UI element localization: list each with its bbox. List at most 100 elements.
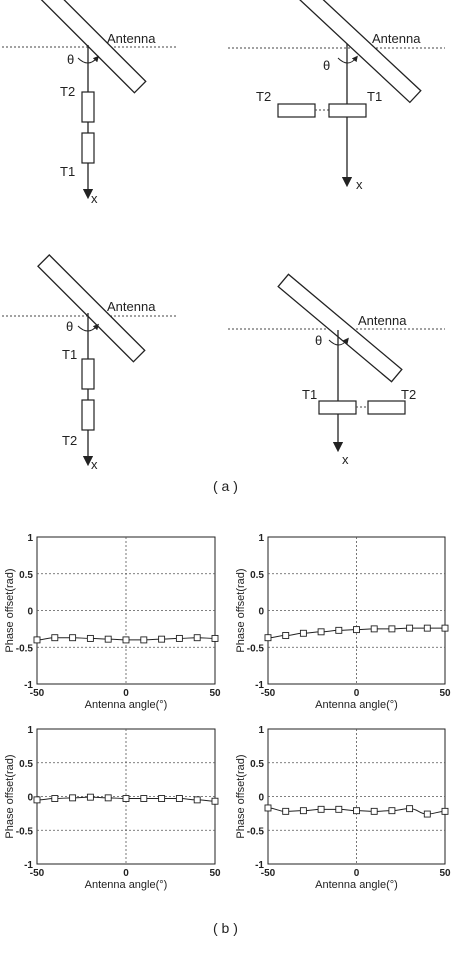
theta-label: θ (323, 58, 330, 73)
data-point-marker (193, 796, 201, 804)
antenna-bar (38, 0, 147, 94)
y-tick-label: -0.5 (247, 643, 265, 654)
transducer-lower (81, 132, 95, 164)
y-tick-label: -1 (24, 680, 33, 691)
transducer-left (277, 103, 316, 118)
x-axis-label: x (342, 452, 349, 467)
y-tick-label: -1 (255, 860, 264, 871)
x-axis-label: x (91, 191, 98, 206)
data-point-marker (423, 810, 431, 818)
y-tick-label: -1 (24, 860, 33, 871)
antenna-bar (37, 254, 146, 363)
data-point-marker (441, 807, 449, 815)
theta-arc (328, 337, 349, 346)
data-point-marker (441, 624, 449, 632)
y-tick-label: 0 (258, 607, 264, 618)
caption-a: ( a ) (213, 478, 238, 494)
y-tick-label: 0 (27, 607, 33, 618)
diagram-4: Antenna θ T1 T2 x (228, 273, 445, 467)
data-point-marker (353, 626, 360, 634)
t-right-label: T1 (367, 89, 382, 104)
data-point-marker (370, 807, 378, 815)
transducer-left (318, 400, 357, 415)
antenna-label: Antenna (107, 31, 156, 46)
data-point-marker (211, 634, 219, 642)
transducer-right (328, 103, 367, 118)
y-tick-label: 0 (27, 793, 33, 804)
y-tick-label: 1 (258, 725, 264, 736)
data-point-marker (211, 797, 219, 805)
data-point-marker (317, 628, 325, 636)
x-tick-label: -50 (30, 688, 45, 699)
data-point-marker (104, 635, 112, 643)
y-tick-label: -0.5 (16, 826, 34, 837)
t-left-label: T2 (256, 89, 271, 104)
data-point-marker (158, 635, 166, 643)
x-axis-label: x (91, 457, 98, 472)
x-tick-label: -50 (261, 868, 276, 879)
antenna-label: Antenna (358, 313, 407, 328)
theta-arc (337, 55, 358, 64)
data-point-marker (122, 795, 130, 802)
antenna-label: Antenna (107, 299, 156, 314)
y-tick-label: -0.5 (16, 643, 34, 654)
y-axis-label: Phase offset(rad) (235, 754, 247, 838)
antenna-bar (277, 273, 403, 383)
chart-2: 1 0.5 0 -0.5 -1-50 0 50 Antenna angle(°) Phase o… (235, 533, 451, 711)
data-point-marker (193, 634, 201, 642)
x-axis-label: Antenna angle(°) (315, 879, 398, 891)
data-point-marker (33, 636, 41, 644)
t-right-label: T2 (401, 387, 416, 402)
data-point-marker (423, 624, 431, 632)
data-point-marker (51, 634, 59, 642)
y-tick-label: -0.5 (247, 826, 265, 837)
data-point-marker (86, 634, 94, 642)
diagram-2: Antenna θ T2 T1 x (228, 0, 445, 192)
data-point-marker (335, 805, 343, 813)
y-tick-label: 1 (27, 725, 33, 736)
x-axis-label: x (356, 177, 363, 192)
y-tick-label: 1 (258, 533, 264, 544)
chart-4: 1 0.5 0 -0.5 -1-50 0 50 Antenna angle(°) Phase o… (235, 725, 451, 891)
chart-3: 1 0.5 0 -0.5 -1-50 0 50 Antenna angle(°) Phase o… (4, 725, 221, 891)
theta-label: θ (66, 319, 73, 334)
theta-label: θ (67, 52, 74, 67)
antenna-bar (296, 0, 422, 104)
data-point-marker (406, 624, 414, 632)
data-point-marker (140, 636, 148, 644)
antenna-label: Antenna (372, 31, 421, 46)
t-lower-label: T1 (60, 164, 75, 179)
data-point-marker (51, 795, 59, 802)
data-point-marker (388, 625, 396, 633)
data-point-marker (264, 634, 272, 642)
x-axis-label: Antenna angle(°) (85, 879, 168, 891)
data-point-marker (370, 625, 378, 633)
y-tick-label: 0.5 (250, 570, 264, 581)
data-point-marker (317, 805, 325, 813)
data-point-marker (335, 626, 343, 634)
y-tick-label: 0 (258, 793, 264, 804)
caption-b: ( b ) (213, 920, 238, 936)
x-tick-label: 50 (209, 868, 221, 879)
data-point-marker (140, 795, 148, 802)
theta-label: θ (315, 333, 322, 348)
transducer-lower (81, 399, 95, 431)
t-lower-label: T2 (62, 433, 77, 448)
x-tick-label: 0 (354, 868, 360, 879)
data-point-marker (264, 804, 272, 812)
t-upper-label: T1 (62, 347, 77, 362)
y-tick-label: 1 (27, 533, 33, 544)
data-point-marker (86, 793, 94, 801)
transducer-upper (81, 91, 95, 123)
x-tick-label: 0 (354, 688, 360, 699)
data-point-marker (299, 629, 307, 637)
x-tick-label: -50 (30, 868, 45, 879)
data-point-marker (406, 805, 414, 813)
data-point-marker (175, 634, 183, 642)
data-point-marker (158, 795, 166, 802)
data-point-marker (388, 807, 396, 815)
x-tick-label: 50 (439, 868, 451, 879)
data-point-marker (282, 807, 290, 815)
x-axis-label: Antenna angle(°) (315, 699, 398, 711)
